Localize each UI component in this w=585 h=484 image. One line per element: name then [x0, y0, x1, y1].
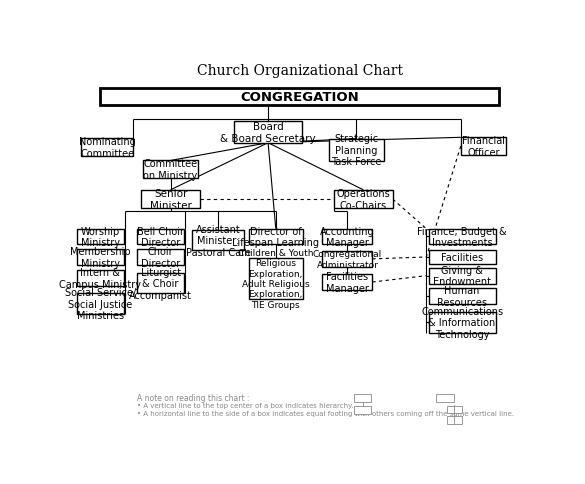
FancyBboxPatch shape	[436, 394, 453, 402]
Text: Giving &
Endowment: Giving & Endowment	[433, 265, 491, 287]
FancyBboxPatch shape	[447, 406, 462, 414]
FancyBboxPatch shape	[249, 229, 303, 245]
Text: Committee
on Ministry: Committee on Ministry	[143, 159, 198, 181]
Text: Facilities
Manager: Facilities Manager	[326, 272, 369, 293]
FancyBboxPatch shape	[429, 313, 495, 333]
Text: Nominating
Committee: Nominating Committee	[79, 137, 136, 158]
FancyBboxPatch shape	[137, 229, 184, 245]
FancyBboxPatch shape	[137, 250, 184, 265]
Text: Accounting
Manager: Accounting Manager	[320, 226, 375, 248]
Text: Board
& Board Secretary: Board & Board Secretary	[221, 122, 316, 143]
FancyBboxPatch shape	[429, 229, 495, 245]
FancyBboxPatch shape	[141, 190, 200, 209]
Text: Intern &
Campus Ministry: Intern & Campus Ministry	[59, 268, 142, 289]
Text: Strategic
Planning
Task Force: Strategic Planning Task Force	[331, 134, 381, 167]
Text: Finance, Budget &
Investments: Finance, Budget & Investments	[417, 226, 507, 248]
FancyBboxPatch shape	[77, 229, 124, 245]
Text: Social Service/
Social Justice
Ministries: Social Service/ Social Justice Ministrie…	[65, 287, 136, 320]
Text: Communications
& Information
Technology: Communications & Information Technology	[421, 306, 503, 339]
FancyBboxPatch shape	[322, 252, 372, 267]
Text: Financial
Officer: Financial Officer	[462, 136, 505, 158]
FancyBboxPatch shape	[461, 138, 506, 155]
FancyBboxPatch shape	[322, 229, 372, 245]
FancyBboxPatch shape	[77, 271, 124, 287]
FancyBboxPatch shape	[234, 122, 302, 143]
Text: Director of
Lifespan Learning: Director of Lifespan Learning	[232, 226, 319, 248]
FancyBboxPatch shape	[143, 161, 198, 179]
Text: • A horizontal line to the side of a box indicates equal footing with others com: • A horizontal line to the side of a box…	[136, 410, 514, 416]
Text: A note on reading this chart :: A note on reading this chart :	[136, 393, 249, 402]
Text: Membership
Ministry: Membership Ministry	[70, 247, 130, 268]
Text: Assistant
Minister:
Pastoral Care: Assistant Minister: Pastoral Care	[186, 224, 250, 257]
Text: CONGREGATION: CONGREGATION	[240, 91, 359, 104]
Text: Worship
Ministry: Worship Ministry	[81, 226, 120, 248]
FancyBboxPatch shape	[429, 251, 495, 264]
FancyBboxPatch shape	[429, 268, 495, 284]
FancyBboxPatch shape	[429, 289, 495, 304]
FancyBboxPatch shape	[447, 417, 462, 424]
FancyBboxPatch shape	[192, 230, 245, 251]
Text: Human
Resources: Human Resources	[437, 286, 487, 307]
Text: Facilities: Facilities	[441, 253, 483, 262]
Text: • A vertical line to the top center of a box indicates hierarchy.: • A vertical line to the top center of a…	[136, 402, 353, 408]
Text: Operations
Co-Chairs: Operations Co-Chairs	[336, 189, 390, 211]
Text: Children & Youth
Religious
Exploration,
Adult Religious
Exploration,
TIE Groups: Children & Youth Religious Exploration, …	[238, 248, 314, 309]
FancyBboxPatch shape	[354, 394, 371, 402]
FancyBboxPatch shape	[137, 273, 184, 294]
FancyBboxPatch shape	[334, 190, 393, 209]
FancyBboxPatch shape	[77, 250, 124, 265]
Text: Liturgist
& Choir
Accompanist: Liturgist & Choir Accompanist	[129, 267, 192, 300]
FancyBboxPatch shape	[249, 258, 303, 299]
Text: Choir
Director: Choir Director	[141, 247, 180, 268]
Text: Congregational
Administrator: Congregational Administrator	[313, 250, 382, 269]
FancyBboxPatch shape	[354, 406, 371, 414]
FancyBboxPatch shape	[329, 139, 384, 162]
FancyBboxPatch shape	[81, 139, 133, 156]
Text: Church Organizational Chart: Church Organizational Chart	[197, 64, 403, 78]
Text: Bell Choir
Director: Bell Choir Director	[137, 226, 184, 248]
FancyBboxPatch shape	[322, 274, 372, 290]
Text: Senior
Minister: Senior Minister	[150, 189, 191, 211]
FancyBboxPatch shape	[101, 89, 499, 106]
FancyBboxPatch shape	[77, 294, 124, 314]
